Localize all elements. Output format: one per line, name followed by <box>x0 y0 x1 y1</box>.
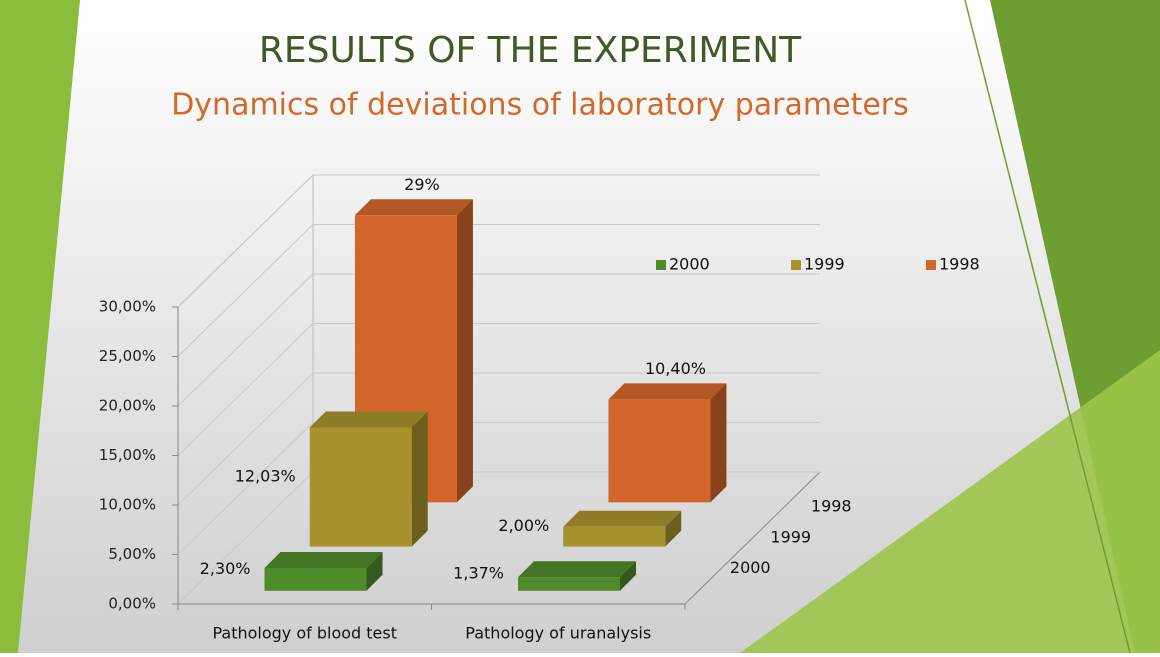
grid-line <box>177 224 820 357</box>
bar <box>264 568 367 591</box>
legend-swatch <box>656 260 666 270</box>
plot: 0,00% 5,00% 10,00% 15,00% 20,00% 25,00% 30,00%… <box>99 174 980 643</box>
data-label: 10,40% <box>645 359 706 378</box>
x-tick-label: Pathology of blood test <box>212 624 397 643</box>
bar-top <box>518 561 636 578</box>
bar-side <box>456 199 473 503</box>
y-tick-label: 10,00% <box>99 496 156 514</box>
grid-line <box>177 372 820 506</box>
bar-side <box>665 510 682 547</box>
floor-edge <box>684 471 821 605</box>
bar-top <box>264 552 383 569</box>
x-tick-label: Pathology of uranalysis <box>465 624 651 643</box>
bar-top <box>309 411 428 428</box>
grid-line <box>177 323 820 456</box>
y-tick-label: 25,00% <box>99 347 156 365</box>
legend-label: 1999 <box>804 255 845 274</box>
bar <box>608 399 711 503</box>
decoration-line <box>964 0 1131 654</box>
depth-label: 1999 <box>770 527 811 546</box>
legend-label: 1998 <box>939 255 980 274</box>
y-tick-label: 15,00% <box>99 446 156 464</box>
legend-swatch <box>926 260 936 270</box>
bar-side <box>620 561 636 591</box>
y-tick-label: 20,00% <box>99 397 156 415</box>
data-label: 29% <box>404 175 440 194</box>
bar-side <box>411 411 428 547</box>
bar-top <box>354 199 473 216</box>
data-label: 2,30% <box>200 559 251 578</box>
data-label: 12,03% <box>235 467 296 486</box>
left-decoration <box>0 0 80 653</box>
y-tick-label: 5,00% <box>108 545 156 563</box>
y-tick-label: 0,00% <box>108 595 156 613</box>
bar <box>309 427 412 547</box>
bar-side <box>366 552 383 591</box>
chart-title: RESULTS OF THE EXPERIMENT <box>259 30 802 71</box>
bar <box>518 577 620 591</box>
corner-decoration <box>740 350 1160 653</box>
depth-label: 2000 <box>730 558 771 577</box>
bar-top <box>608 383 727 400</box>
legend-swatch <box>791 260 801 270</box>
data-label: 1,37% <box>453 564 504 583</box>
bar <box>563 526 666 547</box>
y-tick-label: 30,00% <box>99 298 156 316</box>
depth-label: 1998 <box>811 497 852 516</box>
grid-line <box>177 174 820 308</box>
data-label: 2,00% <box>498 516 549 535</box>
legend-label: 2000 <box>669 255 710 274</box>
chart-subtitle: Dynamics of deviations of laboratory par… <box>171 88 909 123</box>
grid-line <box>177 273 820 407</box>
bar-side <box>710 383 727 503</box>
bar-top <box>563 510 682 527</box>
